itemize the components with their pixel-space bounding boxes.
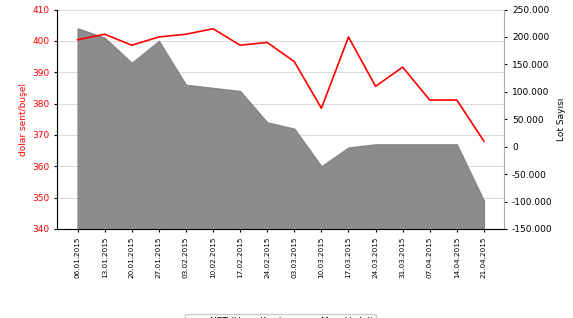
Legend: NET (Uzun-Kısa), Mısır Vadeli: NET (Uzun-Kısa), Mısır Vadeli [186, 314, 376, 318]
Y-axis label: Lot Sayısı: Lot Sayısı [557, 98, 566, 141]
Y-axis label: dolar sent/buşel: dolar sent/buşel [19, 83, 28, 156]
